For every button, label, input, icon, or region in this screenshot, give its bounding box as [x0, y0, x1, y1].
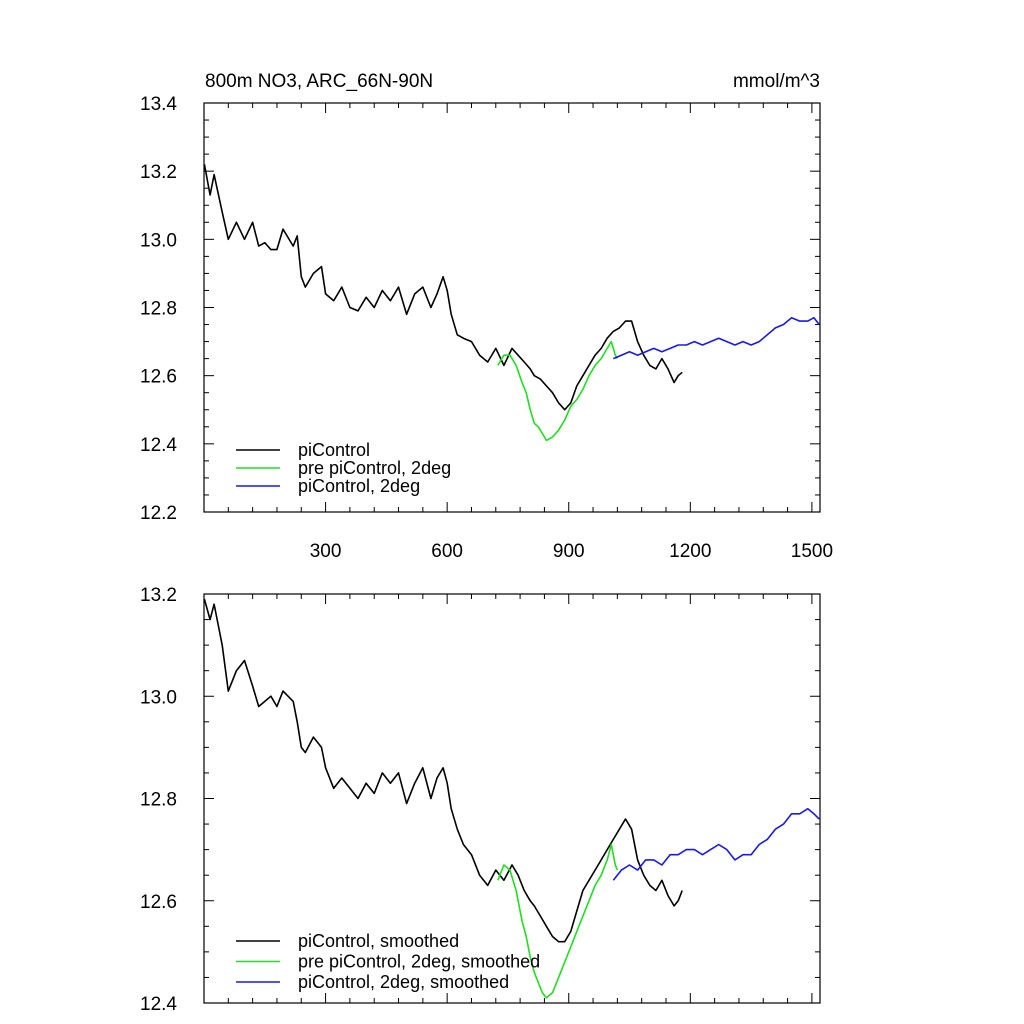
y-tick-label: 13.2	[140, 162, 177, 183]
chart-title: 800m NO3, ARC_66N-90N	[205, 71, 433, 92]
series-line-1	[497, 843, 619, 999]
y-tick-label: 12.4	[140, 435, 177, 456]
plot-frame	[203, 593, 821, 1004]
y-tick-label: 12.6	[140, 367, 177, 388]
legend-label: pre piControl, 2deg, smoothed	[298, 952, 540, 972]
top-panel: 800m NO3, ARC_66N-90N mmol/m^3 12.212.41…	[140, 71, 833, 562]
units-label: mmol/m^3	[733, 71, 820, 92]
x-tick-label: 600	[431, 541, 463, 562]
series-line-0	[203, 598, 683, 943]
y-tick-label: 13.0	[140, 230, 177, 251]
x-tick-label: 900	[553, 541, 585, 562]
series-line-2	[612, 807, 820, 881]
y-tick-label: 12.8	[140, 299, 177, 320]
y-tick-label: 13.0	[140, 687, 177, 708]
y-tick-label: 12.8	[140, 790, 177, 811]
plot-frame	[203, 102, 821, 513]
legend-label: pre piControl, 2deg	[298, 458, 451, 478]
top-plot-area: 12.2 12.4 12.6 12.8 13.0 13.2 13.4 300 600 900 120…	[140, 94, 833, 562]
y-tick-label: 12.4	[140, 994, 177, 1015]
y-tick-label: 13.4	[140, 94, 177, 115]
legend-label: piControl, 2deg	[298, 476, 420, 496]
series-line-1	[497, 340, 619, 442]
legend-label: piControl, 2deg, smoothed	[298, 972, 509, 992]
x-tick-label: 1200	[669, 541, 711, 562]
series-line-2	[612, 316, 820, 360]
y-tick-label: 12.2	[140, 503, 177, 524]
legend-label: piControl, smoothed	[298, 931, 459, 951]
legend-label: piControl	[298, 440, 370, 460]
series-line-0	[203, 164, 683, 411]
x-tick-label: 1500	[791, 541, 833, 562]
y-tick-label: 12.6	[140, 892, 177, 913]
y-tick-label: 13.2	[140, 585, 177, 606]
x-tick-label: 300	[310, 541, 342, 562]
